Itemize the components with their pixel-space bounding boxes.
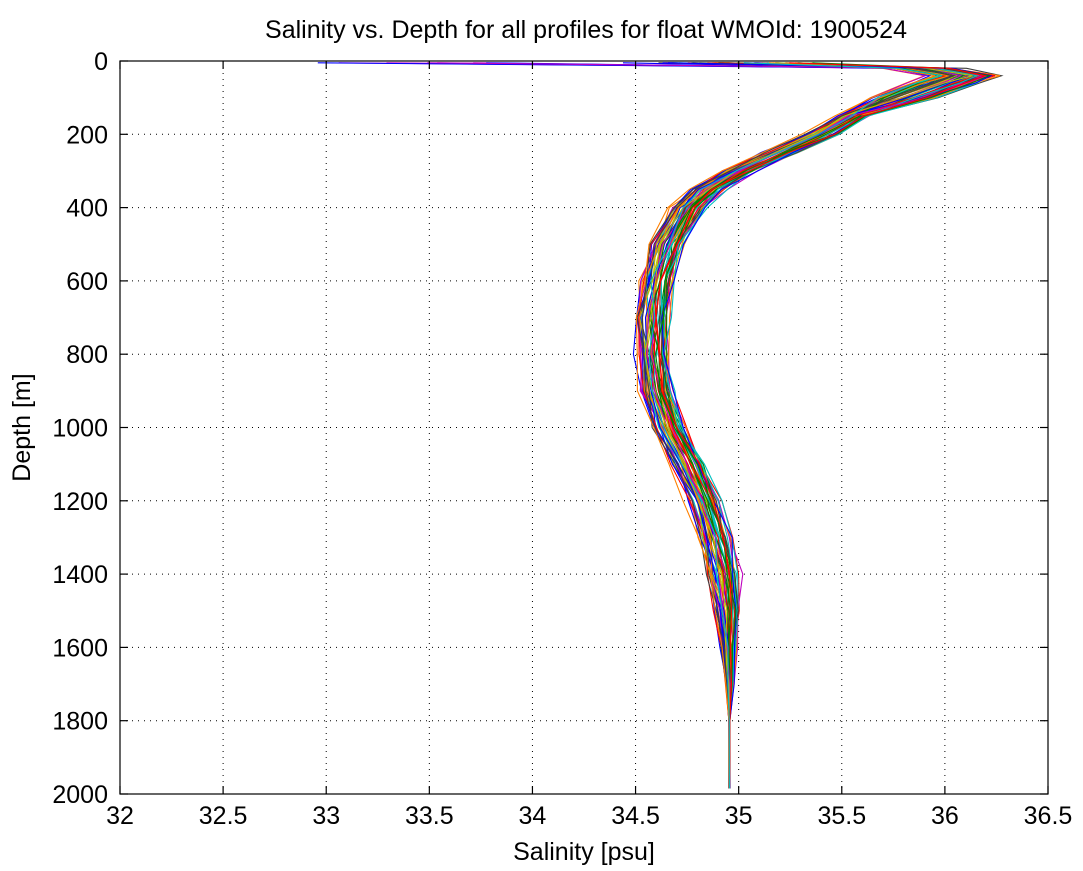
x-tick-label: 35 [725,802,753,830]
axis-ticks: 32 32.5 33 33.5 34 34.5 35 35.5 36 36.5 0 200 400 600… [52,48,1072,830]
profile-line [437,62,991,789]
y-tick-label: 1800 [52,708,108,736]
y-tick-label: 400 [66,195,108,223]
x-tick-label: 32 [106,802,134,830]
profile-line [641,62,955,789]
y-tick-label: 2000 [52,781,108,809]
profile-line [663,62,986,789]
profile-line [317,62,974,789]
profile-line [651,62,971,789]
x-tick-label: 36.5 [1024,802,1073,830]
profile-line [655,62,988,789]
profile-line [644,62,950,789]
profile-line [649,62,942,789]
y-tick-label: 200 [66,121,108,149]
profile-line [635,62,936,789]
profile-line [660,62,957,789]
profile-line [651,62,943,789]
profile-line [658,62,1004,789]
profile-line [661,62,966,789]
profile-line [662,62,987,789]
profile-line [655,62,978,789]
profile-line [643,62,953,789]
profile-line [661,62,993,789]
x-tick-label: 36 [931,802,959,830]
profile-line [638,62,963,789]
profile-line [650,62,990,789]
x-tick-label: 33.5 [405,802,454,830]
profile-lines [317,62,1004,789]
profile-line [655,62,992,789]
profile-line [662,62,979,789]
profile-line [648,62,946,789]
y-axis-label: Depth [m] [8,373,36,481]
profile-line [427,62,979,789]
profile-line [645,62,940,789]
x-tick-label: 32.5 [199,802,248,830]
profile-line [665,62,977,789]
profile-line [663,62,991,789]
profile-line [650,62,961,789]
y-tick-label: 1400 [52,561,108,589]
profile-line [661,62,989,789]
profile-line [648,62,954,789]
profile-line [644,62,973,789]
chart-title: Salinity vs. Depth for all profiles for … [265,16,907,44]
profile-line [657,62,966,789]
y-tick-label: 800 [66,341,108,369]
profile-line [660,62,970,789]
x-axis-label: Salinity [psu] [513,838,655,866]
y-tick-label: 600 [66,268,108,296]
x-tick-label: 34.5 [611,802,660,830]
x-tick-label: 35.5 [817,802,866,830]
profile-line [651,62,955,789]
y-tick-label: 1200 [52,488,108,516]
profile-line [641,62,980,789]
y-tick-label: 1000 [52,415,108,443]
profile-line [639,62,982,789]
y-tick-label: 0 [94,48,108,76]
x-tick-label: 34 [519,802,547,830]
profile-line [644,62,953,789]
profile-line [658,62,979,789]
profile-line [638,62,958,789]
profile-line [651,62,972,789]
profile-line [646,62,987,789]
profile-line [644,62,971,789]
profile-line [473,62,928,789]
profile-line [486,62,932,789]
profile-line [650,62,953,789]
profile-line [663,62,957,789]
profile-line [661,62,968,789]
y-tick-label: 1600 [52,634,108,662]
profile-line [638,62,947,789]
profile-line [664,62,1001,789]
profile-line [639,62,963,789]
profile-line [648,62,943,789]
profile-line [648,62,978,789]
x-tick-label: 33 [312,802,340,830]
grid-lines [120,61,1048,794]
plot-frame [119,60,1049,795]
profile-line [649,62,946,789]
profile-line [652,62,996,789]
